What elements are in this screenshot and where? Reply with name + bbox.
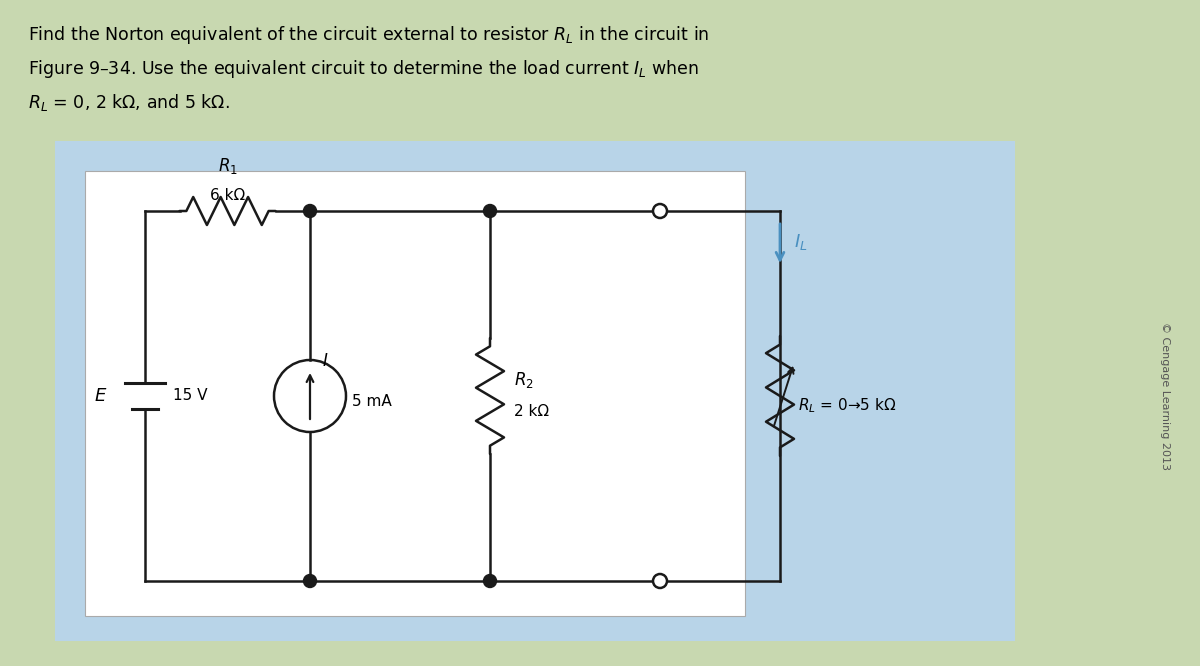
Text: 15 V: 15 V <box>173 388 208 404</box>
Circle shape <box>304 204 317 218</box>
Text: 5 mA: 5 mA <box>352 394 391 408</box>
Text: 2 kΩ: 2 kΩ <box>514 404 550 420</box>
Text: $R_1$: $R_1$ <box>217 156 238 176</box>
Circle shape <box>653 574 667 588</box>
Text: Figure 9–34. Use the equivalent circuit to determine the load current $I_L$ when: Figure 9–34. Use the equivalent circuit … <box>28 58 698 80</box>
Bar <box>85 171 745 616</box>
Circle shape <box>484 575 497 587</box>
Text: $R_2$: $R_2$ <box>514 370 534 390</box>
Circle shape <box>653 204 667 218</box>
Text: $R_L$ = 0→5 kΩ: $R_L$ = 0→5 kΩ <box>798 397 896 416</box>
Text: $R_L$ = 0, 2 kΩ, and 5 kΩ.: $R_L$ = 0, 2 kΩ, and 5 kΩ. <box>28 92 229 113</box>
Bar <box>55 141 1015 641</box>
Text: $E$: $E$ <box>94 387 107 405</box>
Text: 6 kΩ: 6 kΩ <box>210 188 245 203</box>
Text: © Cengage Learning 2013: © Cengage Learning 2013 <box>1160 322 1170 470</box>
Text: $I$: $I$ <box>322 353 329 370</box>
Text: $I_L$: $I_L$ <box>794 232 808 252</box>
Text: Find the Norton equivalent of the circuit external to resistor $R_L$ in the circ: Find the Norton equivalent of the circui… <box>28 24 709 46</box>
Circle shape <box>484 204 497 218</box>
Circle shape <box>304 575 317 587</box>
